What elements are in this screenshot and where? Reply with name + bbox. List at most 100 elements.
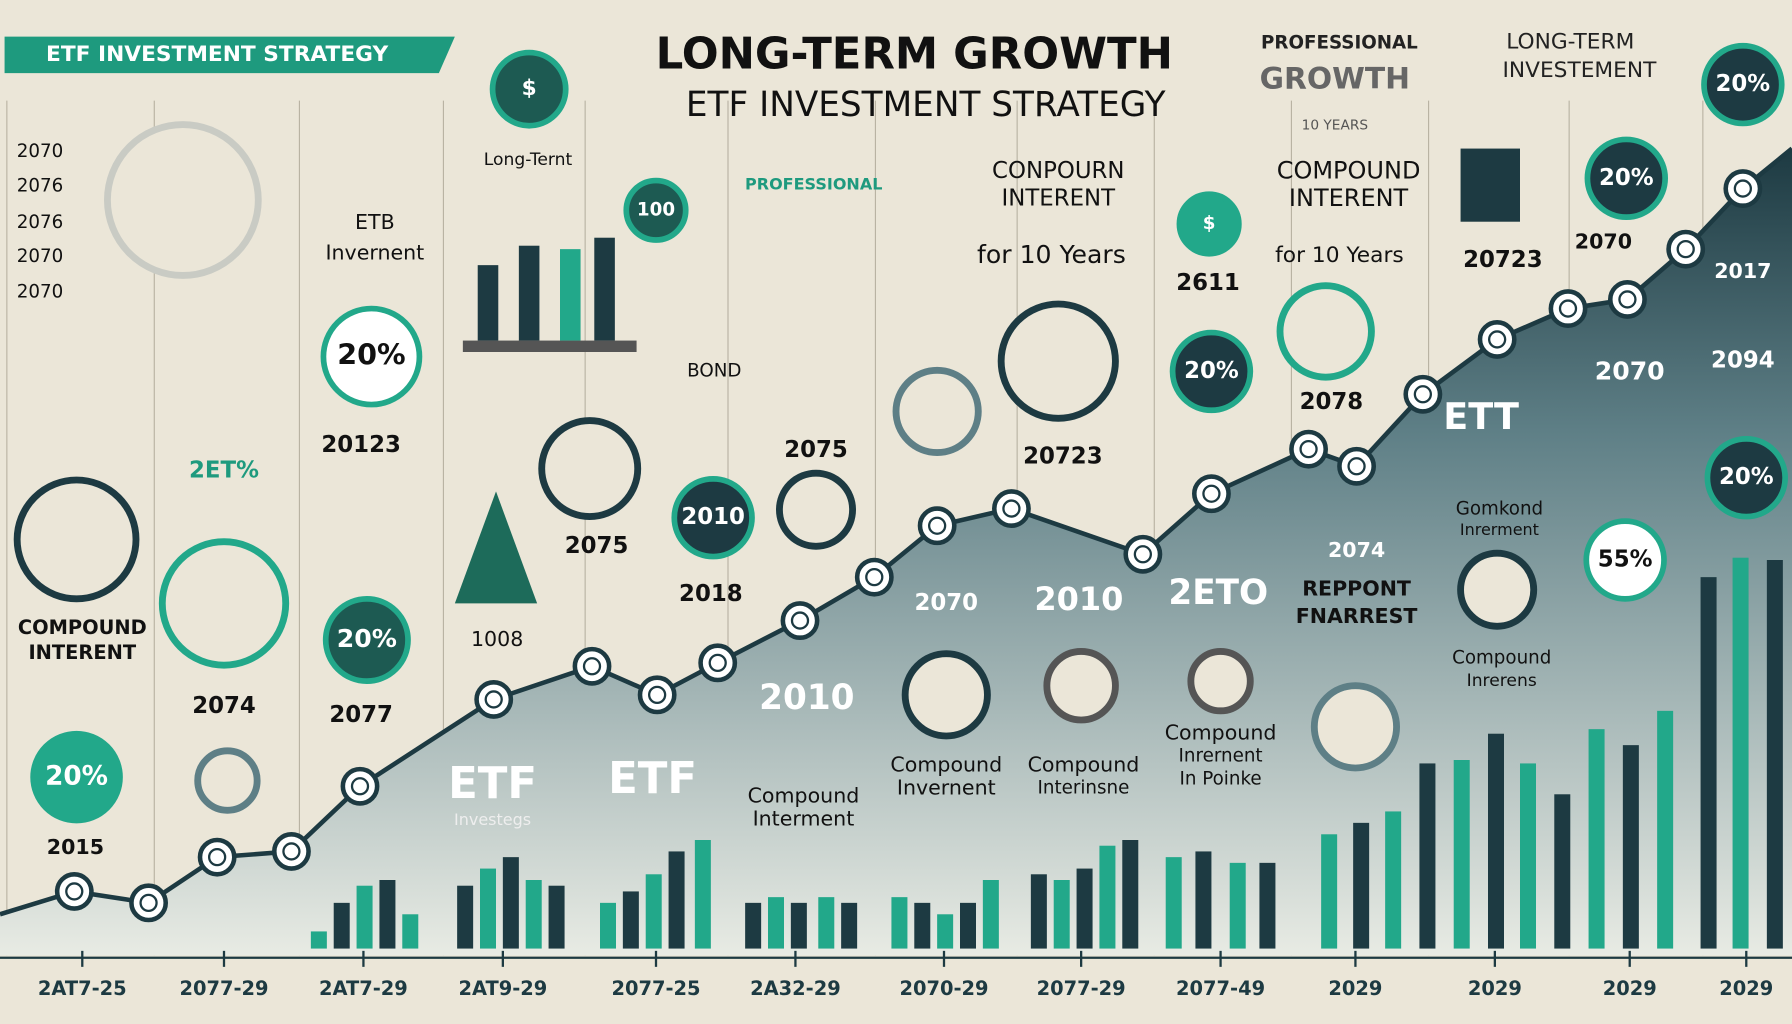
badge-text: 20% — [1599, 165, 1654, 191]
icon — [892, 366, 982, 456]
badge-text: 20% — [1719, 464, 1774, 490]
badge — [1169, 329, 1254, 414]
label: Invernent — [897, 776, 996, 800]
label: 2ETO — [1168, 573, 1268, 613]
label: ETB — [355, 210, 395, 234]
label: ETT — [1443, 395, 1519, 438]
label: COMPOUND — [18, 616, 147, 639]
label: 2076 — [17, 212, 64, 233]
title: ETF INVESTMENT STRATEGY — [686, 85, 1166, 125]
decor-bar — [594, 237, 615, 341]
decor-bar — [457, 885, 474, 949]
badge-text: 100 — [637, 199, 675, 220]
decor-bar — [518, 245, 540, 341]
decor-bar — [818, 897, 835, 949]
node-core — [208, 848, 227, 867]
label: 20723 — [1463, 247, 1542, 273]
node-core — [1488, 330, 1507, 349]
label: 20123 — [321, 432, 400, 458]
label: Inrerment — [1460, 520, 1539, 539]
period-label: 2029 — [1328, 977, 1382, 1000]
period-label: 2077-29 — [179, 977, 268, 1000]
decor-bar — [1657, 710, 1674, 949]
badge — [623, 177, 689, 243]
decor-bar — [790, 902, 807, 949]
badge-text: $ — [1203, 213, 1216, 234]
label: Long-Ternt — [484, 150, 573, 170]
badge-text: $ — [522, 76, 537, 101]
icon — [1187, 648, 1254, 715]
badge — [1583, 518, 1667, 602]
period-label: 2A32-29 — [750, 977, 841, 1000]
node-core — [708, 653, 727, 672]
tree-icon — [454, 491, 538, 604]
badge — [1584, 136, 1668, 220]
heading: INVESTEMENT — [1502, 58, 1657, 83]
badge-text: 20% — [337, 624, 397, 653]
decor-bar — [1321, 834, 1338, 949]
node-core — [1733, 179, 1752, 198]
icon — [1276, 282, 1375, 381]
label: BOND — [687, 360, 741, 381]
label: 2070 — [1595, 357, 1665, 386]
node-core — [865, 568, 884, 587]
period-label: 2070-29 — [899, 977, 988, 1000]
period-label: 2077-25 — [611, 977, 700, 1000]
decor-bar — [379, 880, 396, 949]
label: FNARREST — [1296, 604, 1418, 628]
decor-bar — [1700, 577, 1717, 949]
label: ETF — [608, 754, 697, 804]
node-core — [139, 893, 158, 912]
decor-bar — [1554, 794, 1571, 949]
label: INTERENT — [28, 641, 136, 664]
label: 2074 — [1328, 538, 1385, 562]
label: 1008 — [471, 627, 523, 651]
title: LONG-TERM GROWTH — [656, 30, 1173, 80]
decor-base — [462, 340, 637, 352]
node-core — [484, 690, 503, 709]
badge-text: 20% — [1716, 71, 1771, 97]
decor-bar — [502, 857, 519, 949]
label: Compound — [1452, 647, 1551, 668]
label: Gomkond — [1456, 499, 1543, 520]
label: Compound — [1165, 721, 1277, 745]
decor-bar — [600, 902, 616, 949]
decor-bar — [333, 902, 350, 949]
icon — [997, 300, 1119, 422]
label: 2010 — [1034, 580, 1123, 618]
node-core — [648, 685, 667, 704]
icon — [901, 650, 991, 740]
label: 2070 — [1575, 229, 1632, 253]
period-label: 2029 — [1603, 977, 1657, 1000]
decor-bar — [1453, 760, 1470, 949]
icon — [1043, 648, 1119, 724]
label: Investegs — [454, 810, 531, 829]
decor-bar — [694, 840, 711, 949]
label: 2070 — [17, 141, 64, 162]
decor-bar — [1076, 868, 1093, 949]
node-core — [1676, 240, 1695, 259]
period-label: 2AT9-29 — [458, 977, 547, 1000]
decor-bar — [548, 885, 565, 949]
label: 2017 — [1714, 259, 1771, 283]
decor-bar — [891, 897, 908, 949]
label: Invernent — [325, 241, 424, 265]
badge-text: 20% — [45, 762, 108, 792]
badge-text: 2010 — [681, 504, 745, 530]
decor-bar — [1766, 560, 1783, 949]
badge — [320, 305, 423, 408]
banner-text: ETF INVESTMENT STRATEGY — [46, 42, 388, 67]
period-label: 2AT7-29 — [319, 977, 408, 1000]
label: REPPONT — [1302, 577, 1411, 601]
badge — [322, 596, 411, 684]
decor-bar — [645, 874, 662, 949]
badge-text: 20% — [337, 338, 405, 372]
icon — [538, 417, 642, 520]
decor-bar — [1419, 763, 1436, 949]
period-label: 2AT7-25 — [38, 977, 127, 1000]
label: 2ET% — [189, 457, 259, 483]
decor-bar — [668, 851, 685, 949]
label: 2077 — [329, 702, 393, 728]
label: 2075 — [565, 533, 629, 559]
decor-bar — [1195, 851, 1212, 949]
